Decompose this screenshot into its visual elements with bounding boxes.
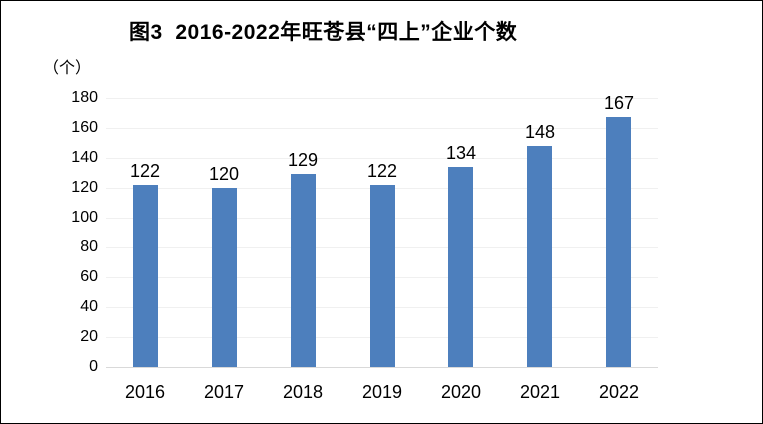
x-axis-line — [106, 367, 658, 368]
bar-value-label: 134 — [445, 143, 477, 163]
y-axis-tick-label: 160 — [71, 119, 98, 136]
x-axis-tick-label: 2020 — [440, 382, 482, 402]
bar-2016 — [133, 185, 158, 367]
x-axis-tick-label: 2018 — [282, 382, 324, 402]
gridline — [106, 158, 658, 159]
y-axis-tick-label: 20 — [80, 328, 98, 345]
y-axis-tick-label: 120 — [71, 179, 98, 196]
bar-2017 — [212, 188, 237, 367]
y-axis-tick-label: 0 — [89, 358, 98, 375]
y-axis-tick-label: 40 — [80, 298, 98, 315]
bar-value-label: 122 — [366, 161, 398, 181]
bar-2021 — [527, 146, 552, 367]
x-axis-tick-label: 2017 — [203, 382, 245, 402]
x-axis-tick-label: 2016 — [124, 382, 166, 402]
y-axis-tick-label: 80 — [80, 238, 98, 255]
chart-title: 图3 2016-2022年旺苍县“四上”企业个数 — [129, 21, 518, 44]
y-axis-tick-label: 100 — [71, 209, 98, 226]
gridline — [106, 98, 658, 99]
x-axis-tick-label: 2019 — [361, 382, 403, 402]
y-axis-tick-label: 140 — [71, 149, 98, 166]
bar-value-label: 120 — [208, 164, 240, 184]
gridline — [106, 128, 658, 129]
y-axis-tick-label: 60 — [80, 268, 98, 285]
bar-value-label: 167 — [603, 93, 635, 113]
bar-value-label: 148 — [524, 122, 556, 142]
bar-2019 — [370, 185, 395, 367]
y-axis-unit-label: （个） — [43, 60, 92, 77]
bar-2020 — [448, 167, 473, 367]
bar-value-label: 122 — [129, 161, 161, 181]
bar-2022 — [606, 117, 631, 367]
y-axis-tick-label: 180 — [71, 89, 98, 106]
bar-2018 — [291, 174, 316, 367]
bar-value-label: 129 — [287, 150, 319, 170]
x-axis-tick-label: 2021 — [519, 382, 561, 402]
x-axis-tick-label: 2022 — [598, 382, 640, 402]
